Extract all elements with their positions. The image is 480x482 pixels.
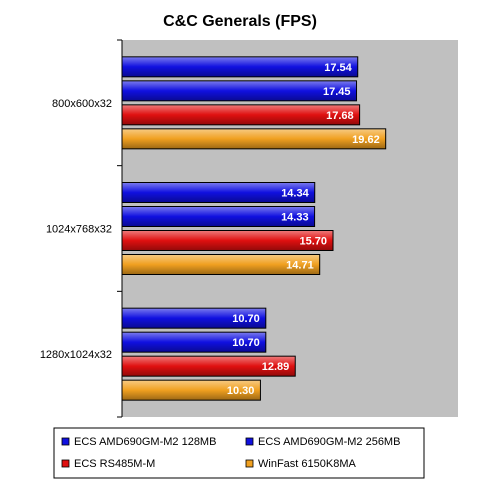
plot-area	[122, 40, 458, 417]
category-label: 1024x768x32	[46, 224, 112, 236]
data-label: 14.71	[286, 260, 314, 272]
legend-label: ECS AMD690GM-M2 128MB	[74, 436, 216, 448]
legend-swatch	[61, 459, 70, 468]
chart-title: C&C Generals (FPS)	[163, 13, 317, 30]
data-label: 10.70	[232, 337, 260, 349]
bar	[121, 56, 359, 78]
data-label: 10.30	[227, 385, 255, 397]
data-label: 15.70	[299, 236, 327, 248]
category-label: 1280x1024x32	[40, 349, 112, 361]
legend-box	[53, 427, 425, 479]
bars-layer: 17.54 17.45 17.68 19.62 14.34 14.33 15.70 14.71…	[121, 56, 387, 401]
legend-label: ECS AMD690GM-M2 256MB	[258, 436, 400, 448]
bar	[121, 104, 361, 126]
bar	[121, 80, 358, 102]
legend-label: ECS RS485M-M	[74, 458, 155, 470]
category-labels: 800x600x32 1024x768x32 1280x1024x32	[40, 98, 112, 361]
category-label: 800x600x32	[52, 98, 112, 110]
axis	[117, 39, 123, 418]
legend-label: WinFast 6150K8MA	[258, 458, 356, 470]
legend-swatch	[61, 437, 70, 446]
data-label: 19.62	[352, 134, 380, 146]
data-label: 14.34	[281, 188, 309, 200]
data-label: 17.54	[324, 62, 352, 74]
legend-swatch	[245, 437, 254, 446]
data-label: 10.70	[232, 313, 260, 325]
data-label: 17.68	[326, 110, 354, 122]
data-label: 14.33	[281, 212, 309, 224]
legend-swatch	[245, 459, 254, 468]
legend: ECS AMD690GM-M2 128MB ECS AMD690GM-M2 256…	[53, 427, 425, 479]
data-label: 17.45	[323, 86, 351, 98]
bar	[121, 128, 387, 150]
data-label: 12.89	[262, 361, 290, 373]
